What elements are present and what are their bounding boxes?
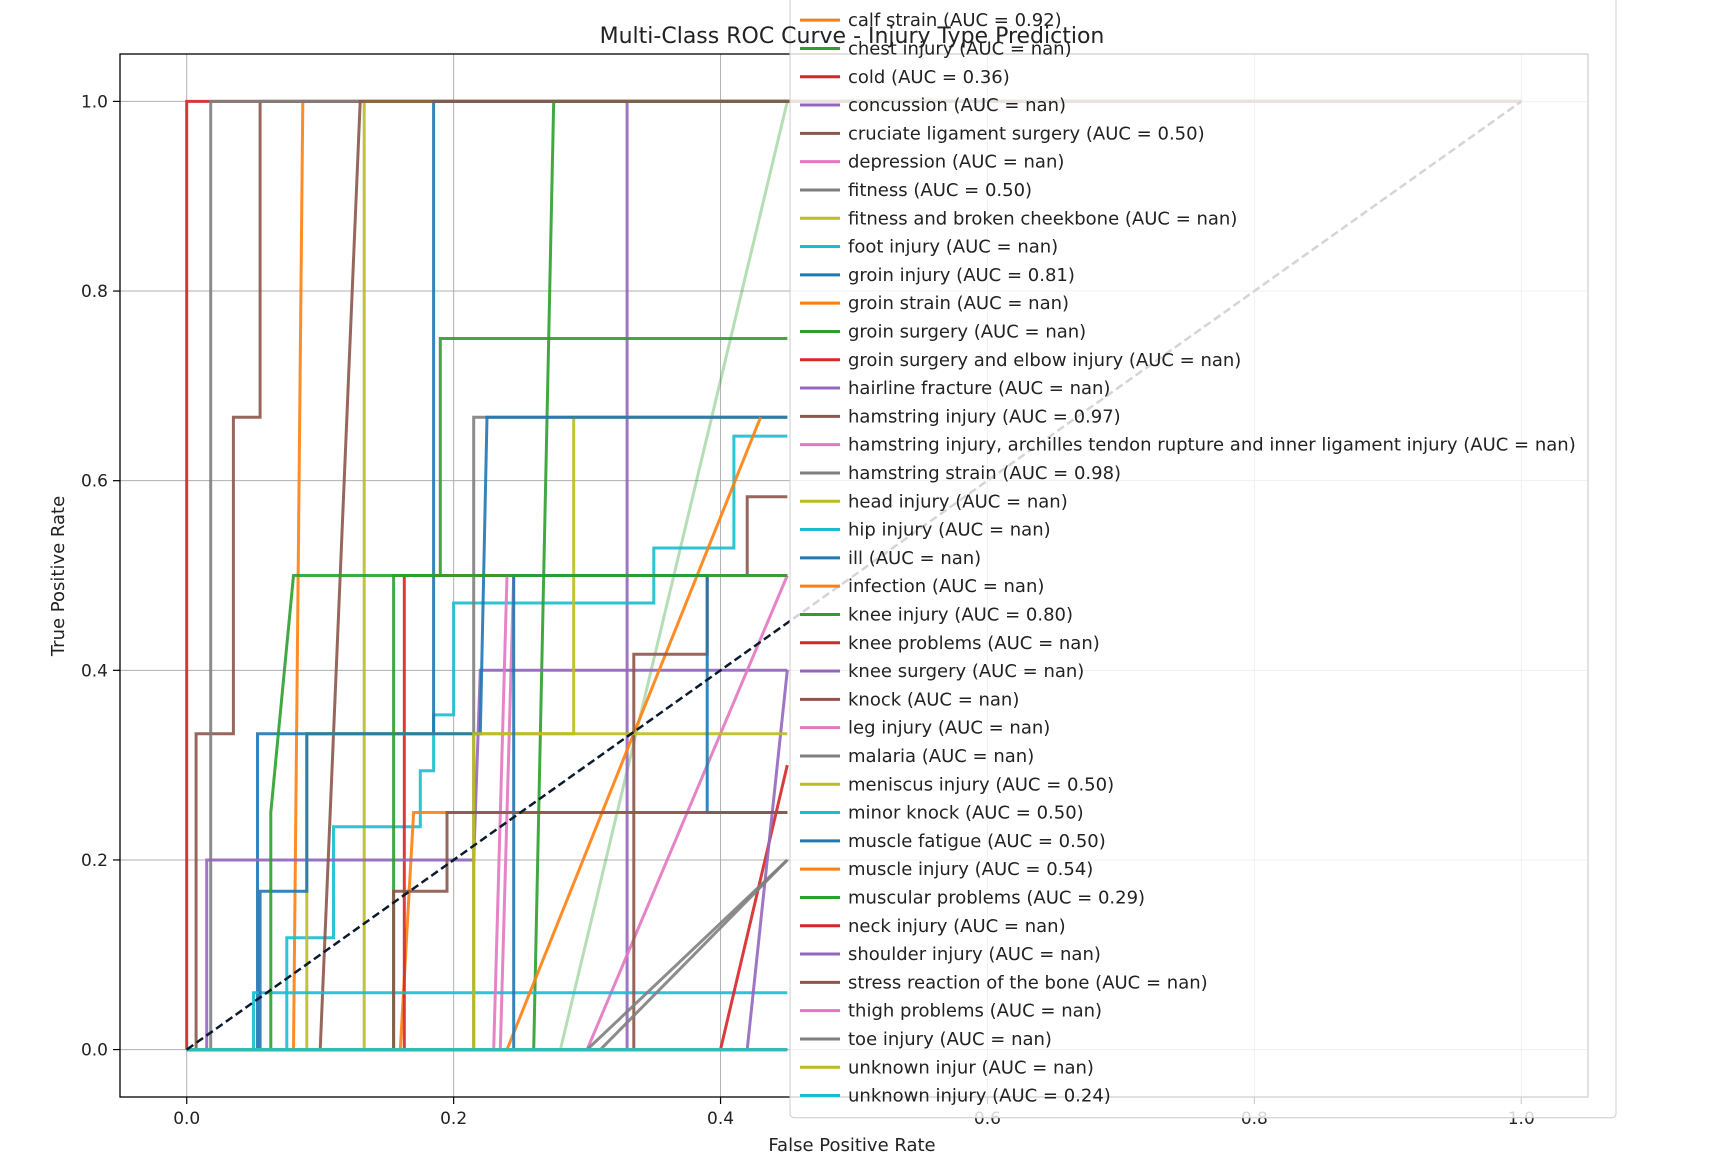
legend-label: thigh problems (AUC = nan)	[848, 1001, 1102, 1022]
legend-label: depression (AUC = nan)	[848, 152, 1064, 173]
legend-label: neck injury (AUC = nan)	[848, 916, 1066, 937]
legend-item: groin surgery and elbow injury (AUC = na…	[800, 350, 1241, 371]
legend-label: knee injury (AUC = 0.80)	[848, 604, 1073, 625]
legend-label: fitness (AUC = 0.50)	[848, 180, 1032, 201]
legend-item: thigh problems (AUC = nan)	[800, 1001, 1102, 1022]
legend-label: calf strain (AUC = 0.92)	[848, 10, 1062, 31]
legend-item: groin surgery (AUC = nan)	[800, 321, 1086, 342]
legend-item: hairline fracture (AUC = nan)	[800, 378, 1110, 399]
legend-item: depression (AUC = nan)	[800, 152, 1064, 173]
x-axis-label: False Positive Rate	[768, 1135, 935, 1156]
legend-item: neck injury (AUC = nan)	[800, 916, 1066, 937]
legend-label: foot injury (AUC = nan)	[848, 237, 1058, 258]
legend-label: malaria (AUC = nan)	[848, 746, 1034, 767]
legend-item: muscle fatigue (AUC = 0.50)	[800, 831, 1106, 852]
legend-item: calf strain (AUC = 0.92)	[800, 10, 1062, 31]
legend-label: groin surgery (AUC = nan)	[848, 321, 1086, 342]
series-line	[186, 99, 1522, 1052]
y-tick-label: 0.4	[81, 661, 108, 681]
legend-item: concussion (AUC = nan)	[800, 95, 1066, 116]
legend-item: ill (AUC = nan)	[800, 548, 981, 569]
legend-item: knee injury (AUC = 0.80)	[800, 604, 1073, 625]
y-axis-label: True Positive Rate	[48, 496, 69, 657]
y-tick-label: 0.8	[81, 282, 108, 302]
y-tick-label: 0.0	[81, 1041, 108, 1061]
legend-item: unknown injur (AUC = nan)	[800, 1057, 1094, 1078]
legend-item: head injury (AUC = nan)	[800, 491, 1068, 512]
legend-label: fitness and broken cheekbone (AUC = nan)	[848, 208, 1237, 229]
legend-label: meniscus injury (AUC = 0.50)	[848, 774, 1114, 795]
legend-item: infection (AUC = nan)	[800, 576, 1044, 597]
legend-item: foot injury (AUC = nan)	[800, 237, 1058, 258]
x-tick-label: 0.0	[173, 1109, 200, 1129]
legend: calf strain (AUC = 0.92) chest injury (AU…	[789, 0, 1617, 1119]
legend-item: cold (AUC = 0.36)	[800, 67, 1010, 88]
legend-item: groin injury (AUC = 0.81)	[800, 265, 1075, 286]
legend-label: hamstring injury (AUC = 0.97)	[848, 406, 1121, 427]
legend-label: unknown injur (AUC = nan)	[848, 1057, 1094, 1078]
legend-label: stress reaction of the bone (AUC = nan)	[848, 972, 1208, 993]
legend-label: knee surgery (AUC = nan)	[848, 661, 1084, 682]
legend-item: hip injury (AUC = nan)	[800, 520, 1051, 541]
legend-label: chest injury (AUC = nan)	[848, 38, 1072, 59]
legend-label: hamstring injury, archilles tendon ruptu…	[848, 435, 1576, 456]
y-tick-label: 0.6	[81, 472, 108, 492]
legend-item: cruciate ligament surgery (AUC = 0.50)	[800, 123, 1205, 144]
legend-item: knock (AUC = nan)	[800, 689, 1019, 710]
legend-item: leg injury (AUC = nan)	[800, 718, 1050, 739]
legend-label: hamstring strain (AUC = 0.98)	[848, 463, 1121, 484]
legend-item: knee problems (AUC = nan)	[800, 633, 1100, 654]
legend-label: unknown injury (AUC = 0.24)	[848, 1086, 1111, 1107]
legend-box	[789, 0, 1617, 1119]
legend-item: toe injury (AUC = nan)	[800, 1029, 1052, 1050]
legend-label: hip injury (AUC = nan)	[848, 520, 1051, 541]
legend-label: knee problems (AUC = nan)	[848, 633, 1100, 654]
legend-item: fitness and broken cheekbone (AUC = nan)	[800, 208, 1237, 229]
legend-item: hamstring strain (AUC = 0.98)	[800, 463, 1121, 484]
x-tick-label: 0.4	[707, 1109, 734, 1129]
legend-item: groin strain (AUC = nan)	[800, 293, 1069, 314]
legend-label: knock (AUC = nan)	[848, 689, 1019, 710]
legend-item: fitness (AUC = 0.50)	[800, 180, 1032, 201]
y-tick-label: 0.2	[81, 851, 108, 871]
legend-label: hairline fracture (AUC = nan)	[848, 378, 1110, 399]
legend-item: hamstring injury (AUC = 0.97)	[800, 406, 1121, 427]
legend-item: chest injury (AUC = nan)	[800, 38, 1072, 59]
legend-label: muscular problems (AUC = 0.29)	[848, 887, 1145, 908]
legend-label: cold (AUC = 0.36)	[848, 67, 1010, 88]
legend-label: concussion (AUC = nan)	[848, 95, 1066, 116]
legend-label: leg injury (AUC = nan)	[848, 718, 1050, 739]
legend-label: groin surgery and elbow injury (AUC = na…	[848, 350, 1241, 371]
legend-label: minor knock (AUC = 0.50)	[848, 803, 1084, 824]
chart-title: Multi-Class ROC Curve - Injury Type Pred…	[600, 24, 1105, 49]
legend-label: ill (AUC = nan)	[848, 548, 981, 569]
legend-item: stress reaction of the bone (AUC = nan)	[800, 972, 1208, 993]
legend-item: muscle injury (AUC = 0.54)	[800, 859, 1093, 880]
legend-label: head injury (AUC = nan)	[848, 491, 1068, 512]
legend-item: minor knock (AUC = 0.50)	[800, 803, 1084, 824]
legend-item: knee surgery (AUC = nan)	[800, 661, 1084, 682]
legend-label: groin injury (AUC = 0.81)	[848, 265, 1075, 286]
legend-item: shoulder injury (AUC = nan)	[800, 944, 1101, 965]
legend-item: malaria (AUC = nan)	[800, 746, 1034, 767]
legend-label: toe injury (AUC = nan)	[848, 1029, 1052, 1050]
legend-label: shoulder injury (AUC = nan)	[848, 944, 1101, 965]
legend-item: unknown injury (AUC = 0.24)	[800, 1086, 1111, 1107]
legend-label: muscle injury (AUC = 0.54)	[848, 859, 1093, 880]
y-tick-label: 1.0	[81, 92, 108, 112]
x-tick-label: 0.2	[440, 1109, 467, 1129]
legend-item: meniscus injury (AUC = 0.50)	[800, 774, 1114, 795]
legend-label: muscle fatigue (AUC = 0.50)	[848, 831, 1106, 852]
legend-label: infection (AUC = nan)	[848, 576, 1044, 597]
legend-label: cruciate ligament surgery (AUC = 0.50)	[848, 123, 1205, 144]
legend-label: groin strain (AUC = nan)	[848, 293, 1069, 314]
legend-item: hamstring injury, archilles tendon ruptu…	[800, 435, 1576, 456]
legend-item: muscular problems (AUC = 0.29)	[800, 887, 1145, 908]
